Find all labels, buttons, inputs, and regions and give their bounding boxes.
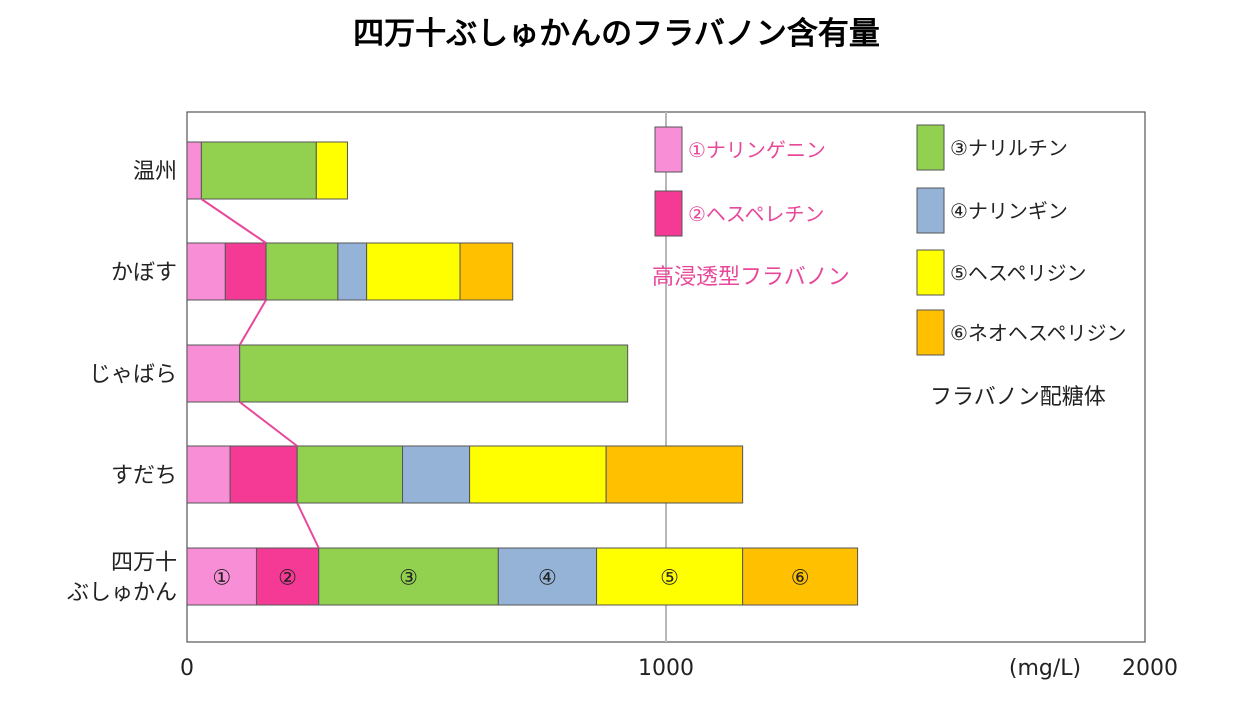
bar-segment <box>596 547 744 606</box>
x-tick-label: 1000 <box>638 656 694 681</box>
category-label: かぼす <box>111 261 177 286</box>
bar-segment <box>742 547 859 606</box>
bar-segment <box>402 445 471 504</box>
legend-swatch <box>916 187 945 234</box>
bar-segment <box>186 242 226 301</box>
bar-segment <box>255 547 320 606</box>
aglycone-connector <box>238 299 267 346</box>
bar-segment <box>459 242 514 301</box>
bar-segment <box>296 445 404 504</box>
category-label: 四万十 <box>111 551 177 576</box>
legend-swatch <box>916 249 945 296</box>
legend-swatch <box>654 190 683 237</box>
category-label: じゃばら <box>89 363 177 388</box>
bar-segment <box>366 242 461 301</box>
aglycone-group-label: 高浸透型フラバノン <box>652 265 850 290</box>
category-label: すだち <box>111 464 177 489</box>
bar-segment <box>469 445 607 504</box>
bar-segment <box>186 547 257 606</box>
segment-label: ⑤ <box>660 566 679 590</box>
aglycone-connector <box>296 502 320 549</box>
bar-segment <box>186 141 202 200</box>
bar-segment <box>318 547 499 606</box>
unit-label: (mg/L) <box>1009 656 1081 681</box>
bar-segment <box>315 141 348 200</box>
legend-entry: ④ナリンギン <box>950 199 1068 223</box>
bar-segment <box>265 242 339 301</box>
segment-label: ① <box>212 566 231 590</box>
bar-segment <box>497 547 598 606</box>
x-tick-label: 2000 <box>1122 656 1178 681</box>
category-label: 温州 <box>133 160 177 185</box>
segment-label: ③ <box>399 566 418 590</box>
legend-swatch <box>654 126 683 173</box>
x-tick-label: 0 <box>180 656 194 681</box>
bar-segment <box>186 344 241 403</box>
chart-title: 四万十ぶしゅかんのフラバノン含有量 <box>353 16 880 52</box>
legend-entry: ⑤ヘスペリジン <box>950 261 1087 285</box>
bar-segment <box>239 344 629 403</box>
legend-entry: ⑥ネオヘスペリジン <box>950 321 1127 345</box>
legend-entry: ②ヘスペレチン <box>688 202 825 226</box>
aglycone-connector <box>239 401 298 447</box>
segment-label: ② <box>278 566 297 590</box>
bar-segment <box>605 445 744 504</box>
bar-segment <box>186 445 231 504</box>
segment-label: ⑥ <box>791 566 810 590</box>
glycoside-group-label: フラバノン配糖体 <box>930 385 1106 410</box>
bar-segment <box>224 242 267 301</box>
legend-swatch <box>916 124 945 171</box>
legend-swatch <box>916 309 945 356</box>
legend-entry: ①ナリンゲニン <box>688 138 826 162</box>
category-label: ぶしゅかん <box>67 581 177 606</box>
bar-segment <box>200 141 317 200</box>
legend-entry: ③ナリルチン <box>950 136 1068 160</box>
bar-segment <box>337 242 368 301</box>
segment-label: ④ <box>538 566 557 590</box>
aglycone-connector <box>200 198 267 244</box>
bar-segment <box>229 445 298 504</box>
